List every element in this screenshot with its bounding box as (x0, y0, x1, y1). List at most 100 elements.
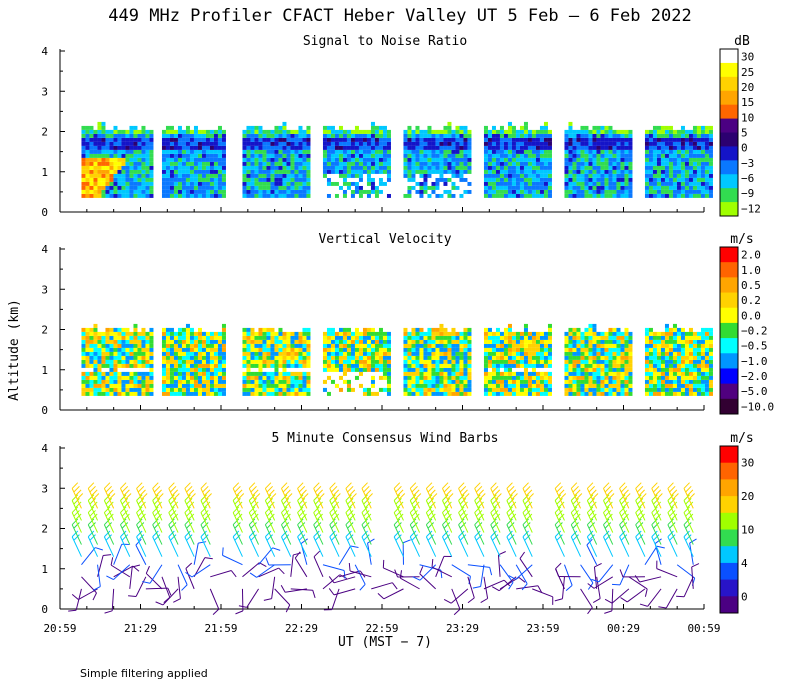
heat-cell (696, 387, 701, 392)
heat-cell (338, 351, 343, 356)
heat-cell (254, 347, 259, 352)
heat-cell (535, 383, 540, 388)
heat-cell (527, 173, 532, 178)
heat-cell (205, 153, 210, 158)
heat-cell (354, 145, 359, 150)
heat-cell (543, 339, 548, 344)
heat-cell (145, 181, 150, 186)
heat-cell (133, 331, 138, 336)
heat-cell (197, 375, 202, 380)
heat-cell (85, 189, 90, 194)
heat-cell (656, 387, 661, 392)
heat-cell (342, 141, 347, 146)
heat-cell (374, 181, 379, 186)
heat-cell (415, 363, 420, 368)
heat-cell (652, 335, 657, 340)
heat-cell (322, 133, 327, 138)
heat-cell (415, 189, 420, 194)
heat-cell (427, 375, 432, 380)
heat-cell (121, 129, 126, 134)
heat-cell (652, 355, 657, 360)
wind-barb (200, 482, 212, 509)
heat-cell (588, 165, 593, 170)
heat-cell (306, 141, 311, 146)
heat-cell (596, 165, 601, 170)
heat-cell (217, 137, 222, 142)
heat-cell (596, 153, 601, 158)
heat-cell (374, 367, 379, 372)
colorbar-swatch (720, 90, 738, 106)
heat-cell (101, 153, 106, 158)
heat-cell (439, 371, 444, 376)
heat-cell (270, 173, 275, 178)
heat-cell (584, 181, 589, 186)
heat-cell (149, 335, 154, 340)
heat-cell (507, 133, 512, 138)
heat-cell (81, 343, 86, 348)
heat-cell (680, 185, 685, 190)
heat-cell (688, 335, 693, 340)
heat-cell (596, 149, 601, 154)
wind-barb (71, 494, 82, 521)
heat-cell (81, 145, 86, 150)
heat-cell (165, 371, 170, 376)
heat-cell (628, 189, 633, 194)
data-block (322, 327, 391, 396)
heat-cell (451, 153, 456, 158)
heat-cell (592, 367, 597, 372)
heat-cell (495, 387, 500, 392)
heat-cell (419, 177, 424, 182)
heat-cell (185, 161, 190, 166)
heat-cell (266, 129, 271, 134)
heat-cell (298, 339, 303, 344)
heat-cell (270, 331, 275, 336)
heat-cell (374, 347, 379, 352)
heat-cell (696, 359, 701, 364)
heat-cell (531, 193, 536, 198)
heat-cell (596, 169, 601, 174)
wind-barb (184, 482, 196, 509)
heat-cell (169, 161, 174, 166)
heat-cell (193, 193, 198, 198)
heat-cell (262, 347, 267, 352)
heat-cell (596, 141, 601, 146)
heat-cell (294, 331, 299, 336)
heat-cell (290, 145, 295, 150)
heat-cell (443, 371, 448, 376)
heat-cell (612, 165, 617, 170)
heat-cell (535, 359, 540, 364)
heat-cell (656, 145, 661, 150)
heat-cell (149, 355, 154, 360)
heat-cell (439, 347, 444, 352)
heat-cell (491, 367, 496, 372)
heat-cell (374, 165, 379, 170)
heat-cell (266, 375, 271, 380)
heat-cell (270, 335, 275, 340)
heat-cell (109, 343, 114, 348)
heat-cell (149, 141, 154, 146)
heat-cell (547, 169, 552, 174)
heat-cell (531, 129, 536, 134)
heat-cell (624, 149, 629, 154)
heat-cell (676, 185, 681, 190)
heat-cell (113, 169, 118, 174)
heat-cell (564, 331, 569, 336)
heat-cell (568, 339, 573, 344)
heat-cell (286, 363, 291, 368)
heat-cell (415, 355, 420, 360)
heat-cell (435, 327, 440, 332)
heat-cell (370, 133, 375, 138)
heat-cell (431, 359, 436, 364)
heat-cell (93, 375, 98, 380)
heat-cell (105, 391, 110, 396)
heat-cell (668, 153, 673, 158)
heat-cell (704, 391, 709, 396)
heat-cell (664, 359, 669, 364)
heat-cell (350, 153, 355, 158)
heat-cell (491, 161, 496, 166)
heat-cell (507, 371, 512, 376)
heat-cell (467, 391, 472, 396)
heat-cell (378, 339, 383, 344)
heat-cell (262, 327, 267, 332)
heat-cell (169, 193, 174, 198)
